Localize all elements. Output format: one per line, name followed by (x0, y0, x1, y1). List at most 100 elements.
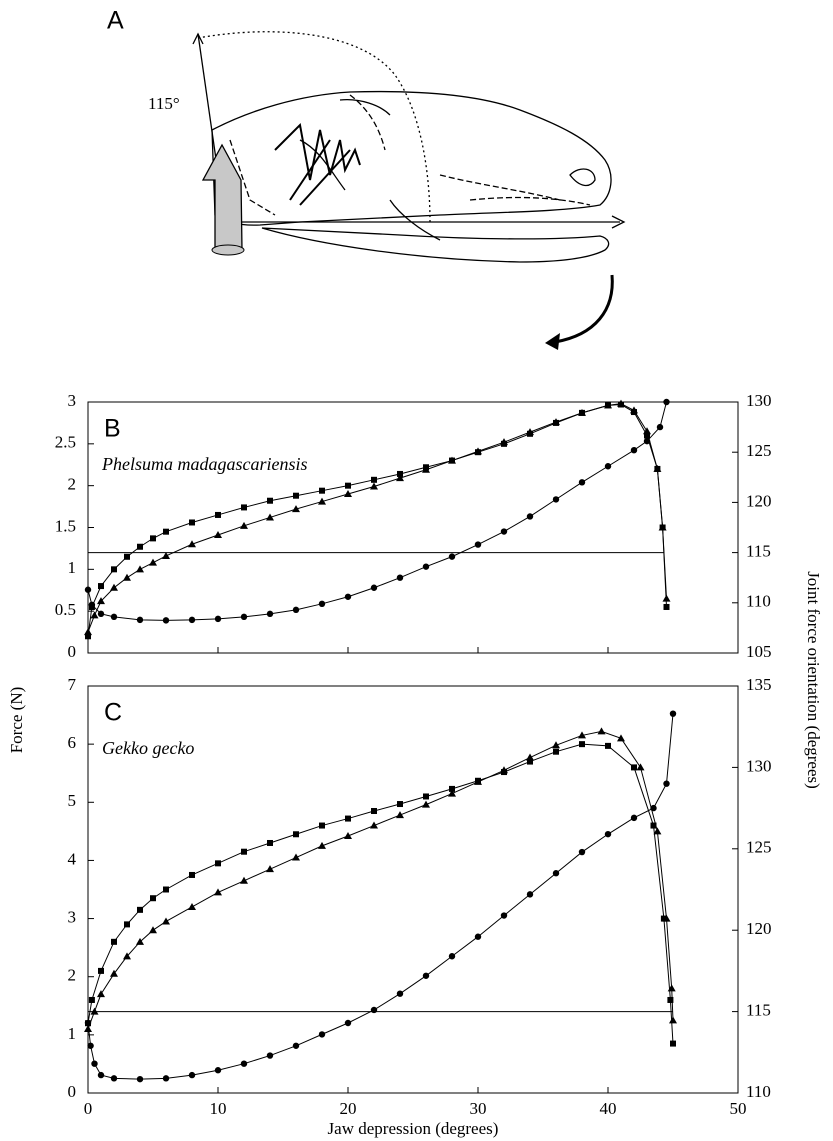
circle-marker (137, 1076, 143, 1082)
y-tick-label: 0 (68, 1082, 77, 1101)
circle-marker (241, 614, 247, 620)
y-tick-label: 0.5 (55, 600, 76, 619)
square-marker (241, 849, 247, 855)
circle-marker (670, 710, 676, 716)
y2-tick-label: 110 (746, 592, 771, 611)
triangle-marker (637, 763, 645, 770)
y2-tick-label: 115 (746, 542, 771, 561)
circle-marker (98, 1072, 104, 1078)
square-marker (89, 997, 95, 1003)
square-marker (267, 840, 273, 846)
circle-marker (631, 815, 637, 821)
circle-marker (345, 594, 351, 600)
square-marker (241, 504, 247, 510)
square-marker (189, 519, 195, 525)
square-marker (215, 512, 221, 518)
triangle-marker (110, 584, 118, 591)
circle-marker (449, 953, 455, 959)
square-marker (664, 604, 670, 610)
square-marker (111, 939, 117, 945)
square-marker (124, 921, 130, 927)
force-arrow (203, 145, 242, 250)
square-marker (98, 968, 104, 974)
square-marker (345, 483, 351, 489)
square-marker (267, 498, 273, 504)
circle-marker (423, 563, 429, 569)
triangle-marker (91, 611, 99, 618)
y-tick-label: 1 (68, 1024, 77, 1043)
triangle-marker (422, 801, 430, 808)
y-tick-label: 1 (68, 558, 77, 577)
circle-marker (241, 1060, 247, 1066)
triangle-marker (97, 990, 105, 997)
panel-label: C (104, 699, 122, 727)
circle-marker (475, 934, 481, 940)
circle-marker (501, 528, 507, 534)
square-marker (124, 554, 130, 560)
y2-tick-label: 120 (746, 491, 772, 510)
circle-marker (397, 575, 403, 581)
triangle-marker (370, 822, 378, 829)
circle-marker (644, 438, 650, 444)
square-marker (98, 583, 104, 589)
y-tick-label: 3 (68, 391, 77, 410)
triangle-marker (84, 628, 92, 635)
circle-marker (293, 1043, 299, 1049)
circle-marker (215, 616, 221, 622)
square-marker (345, 816, 351, 822)
triangle-marker (266, 865, 274, 872)
y2-tick-label: 130 (746, 756, 772, 775)
circle-marker (663, 780, 669, 786)
y2-tick-label: 125 (746, 441, 772, 460)
y2-tick-label: 115 (746, 1001, 771, 1020)
circle-marker (215, 1067, 221, 1073)
circle-marker (98, 611, 104, 617)
square-marker (163, 529, 169, 535)
circle-marker (579, 849, 585, 855)
square-marker (371, 808, 377, 814)
circle-marker (663, 399, 669, 405)
angle-label: 115° (148, 94, 180, 113)
circle-marker (319, 601, 325, 607)
panel-label: B (104, 415, 121, 443)
circle-marker (501, 912, 507, 918)
square-marker (631, 764, 637, 770)
circle-marker (527, 891, 533, 897)
x-tick-label: 30 (470, 1099, 487, 1118)
triangle-marker (214, 888, 222, 895)
circle-marker (605, 831, 611, 837)
square-marker (605, 743, 611, 749)
x-tick-label: 50 (730, 1099, 747, 1118)
panel-subtitle: Gekko gecko (102, 738, 194, 758)
triangle-marker (162, 917, 170, 924)
circle-marker (657, 424, 663, 430)
y2-tick-label: 120 (746, 919, 772, 938)
circle-marker (87, 1043, 93, 1049)
square-marker (670, 1041, 676, 1047)
y-tick-label: 2 (68, 475, 77, 494)
y2-tick-label: 125 (746, 838, 772, 857)
square-marker (423, 793, 429, 799)
circle-marker (579, 479, 585, 485)
plot-frame (88, 402, 738, 653)
series-line (88, 402, 667, 620)
triangle-marker (663, 595, 671, 602)
triangle-marker (240, 877, 248, 884)
circle-marker (267, 611, 273, 617)
triangle-marker (552, 741, 560, 748)
y2-tick-label: 130 (746, 391, 772, 410)
circle-marker (89, 602, 95, 608)
circle-marker (85, 1020, 91, 1026)
y2-tick-label: 110 (746, 1082, 771, 1101)
square-marker (137, 544, 143, 550)
triangle-marker (598, 727, 606, 734)
y-axis-label: Force (N) (7, 687, 26, 754)
panel-subtitle: Phelsuma madagascariensis (101, 454, 308, 474)
series-line (88, 714, 673, 1079)
y-tick-label: 5 (68, 791, 77, 810)
circle-marker (293, 607, 299, 613)
triangle-marker (344, 832, 352, 839)
series-line (88, 405, 667, 637)
y-tick-label: 7 (68, 675, 77, 694)
triangle-marker (396, 811, 404, 818)
